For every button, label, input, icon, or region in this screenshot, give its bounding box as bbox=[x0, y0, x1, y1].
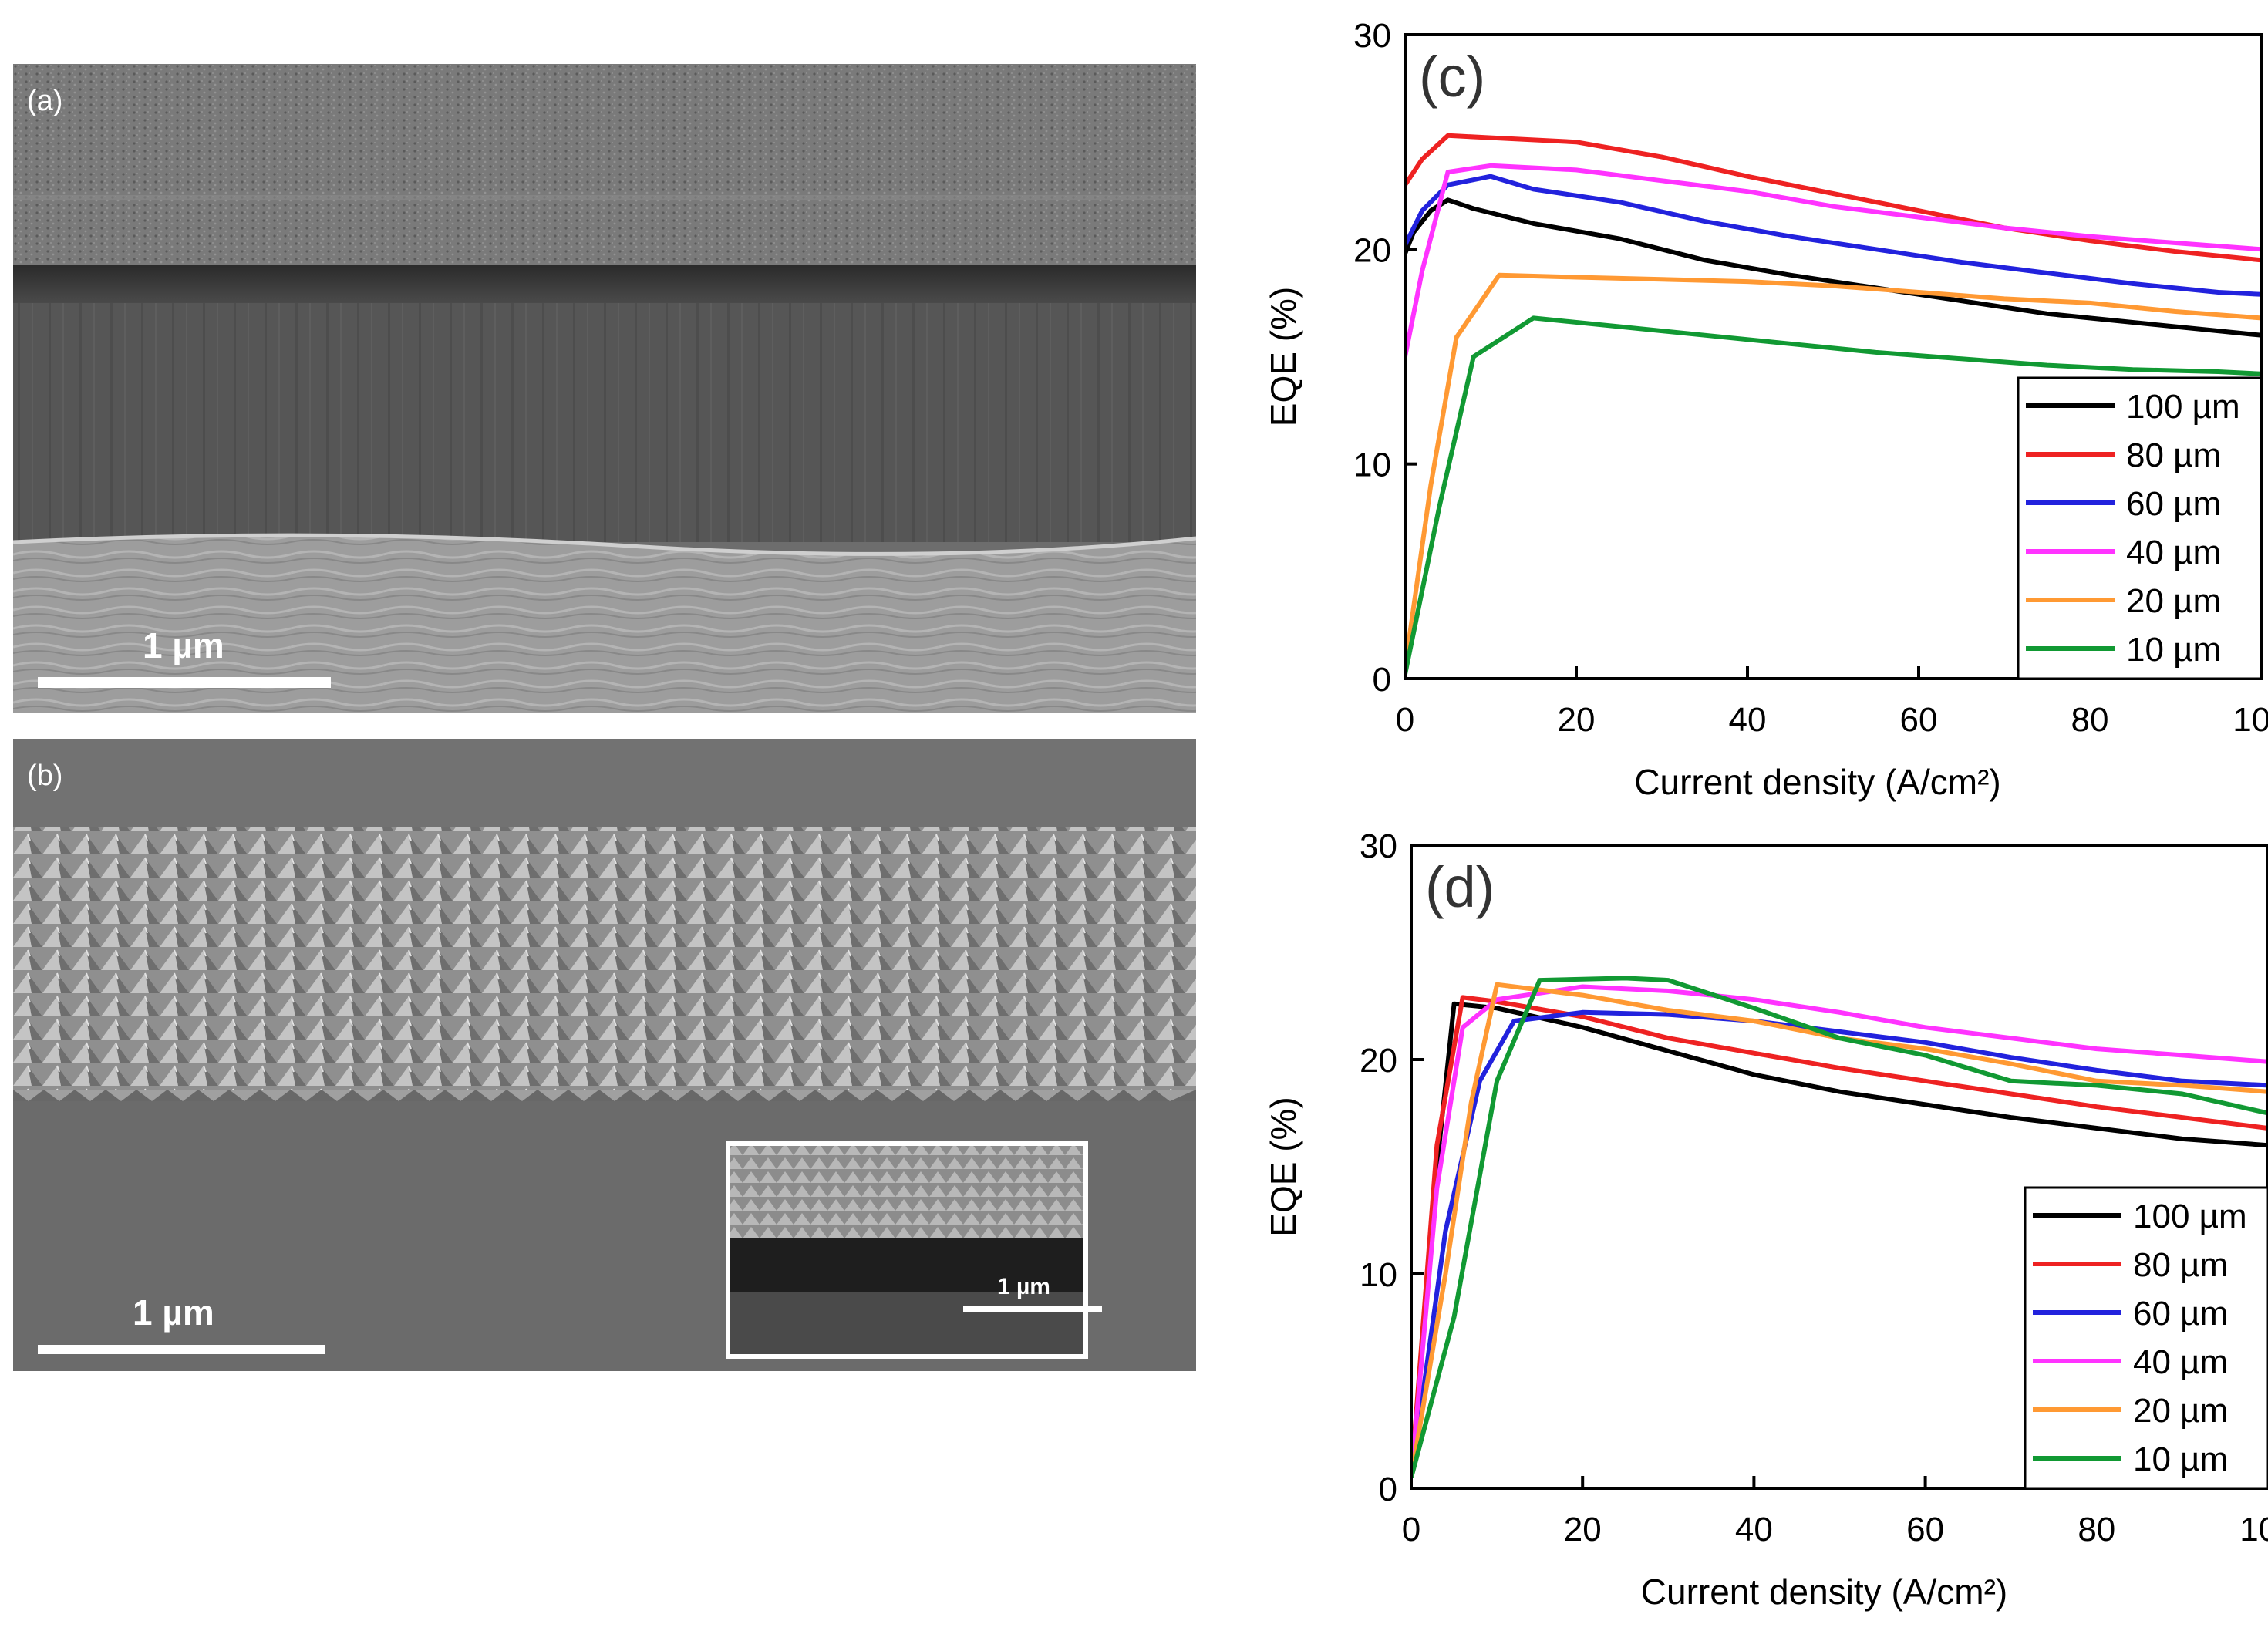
chart-c-y-tick-label: 0 bbox=[1373, 661, 1391, 699]
chart-c-x-tick-label: 80 bbox=[2071, 701, 2109, 739]
chart-c-legend-label-0: 100 µm bbox=[2126, 388, 2240, 426]
chart-c-y-tick-label: 10 bbox=[1353, 446, 1391, 484]
chart-c-legend-label-1: 80 µm bbox=[2126, 436, 2221, 474]
chart-d-x-axis-label: Current density (A/cm²) bbox=[1641, 1572, 2007, 1612]
chart-c-y-tick-label: 30 bbox=[1353, 17, 1391, 55]
chart-c-x-tick-label: 0 bbox=[1396, 701, 1414, 739]
chart-d-plot-frame bbox=[1410, 844, 2268, 1490]
chart-d-y-axis-label: EQE (%) bbox=[1263, 1097, 1303, 1236]
chart-c-legend-label-2: 60 µm bbox=[2126, 485, 2221, 523]
scale-bar-label-b: 1 µm bbox=[133, 1292, 214, 1333]
chart-d-x-tick-label: 0 bbox=[1402, 1511, 1420, 1548]
chart-d-y-tick-label: 10 bbox=[1360, 1256, 1397, 1294]
chart-c-legend-label-4: 20 µm bbox=[2126, 582, 2221, 620]
chart-c-plot-frame bbox=[1404, 33, 2263, 680]
chart-d-x-tick-label: 20 bbox=[1564, 1511, 1602, 1548]
chart-c-series-line-1 bbox=[1405, 133, 2261, 263]
chart-c-legend-box bbox=[2017, 376, 2263, 680]
chart-c-series-line-5 bbox=[1405, 315, 2261, 676]
chart-c: 0 20 40 60 80 100 0 10 20 30 Current density (A/cm… bbox=[1234, 0, 2268, 817]
chart-d-legend-box bbox=[2024, 1186, 2268, 1490]
chart-d-legend-label-0: 100 µm bbox=[2133, 1198, 2247, 1235]
chart-d-series-line-5 bbox=[1411, 976, 2268, 1478]
chart-c-series-line-2 bbox=[1405, 174, 2261, 297]
chart-c-legend-label-3: 40 µm bbox=[2126, 534, 2221, 571]
chart-d-series-line-3 bbox=[1411, 984, 2268, 1478]
chart-d-legend-label-1: 80 µm bbox=[2133, 1246, 2228, 1284]
chart-d-y-tick-label: 20 bbox=[1360, 1042, 1397, 1080]
chart-d-y-tick-label: 30 bbox=[1360, 827, 1397, 865]
chart-d-x-tick-label: 60 bbox=[1906, 1511, 1944, 1548]
chart-d-legend-label-2: 60 µm bbox=[2133, 1295, 2228, 1333]
chart-c-x-tick-label: 20 bbox=[1558, 701, 1596, 739]
inset-scale-bar-label: 1 µm bbox=[997, 1274, 1050, 1299]
chart-c-series-line-3 bbox=[1405, 163, 2261, 358]
panel-label-a: (a) bbox=[27, 85, 62, 117]
chart-c-x-tick-label: 100 bbox=[2233, 701, 2268, 739]
chart-c-series-line-0 bbox=[1405, 197, 2261, 338]
chart-c-svg: 0 20 40 60 80 100 0 10 20 30 Current density (A/cm… bbox=[1263, 17, 2268, 802]
sem-image-a: 1 µm (a) bbox=[13, 64, 1196, 713]
chart-d-series-line-4 bbox=[1411, 982, 2268, 1478]
chart-d-x-tick-label: 100 bbox=[2239, 1511, 2268, 1548]
chart-c-y-tick-label: 20 bbox=[1353, 231, 1391, 269]
chart-d-panel-label: (d) bbox=[1425, 855, 1495, 919]
chart-c-y-axis-label: EQE (%) bbox=[1263, 287, 1303, 426]
chart-d-x-tick-label: 80 bbox=[2078, 1511, 2115, 1548]
chart-c-legend-label-5: 10 µm bbox=[2126, 631, 2221, 669]
sem-inset: 1 µm bbox=[726, 1141, 1102, 1359]
chart-d-legend-label-3: 40 µm bbox=[2133, 1343, 2228, 1381]
chart-d-legend-label-4: 20 µm bbox=[2133, 1392, 2228, 1430]
chart-c-x-tick-label: 60 bbox=[1900, 701, 1938, 739]
sem-image-a-graphic: 1 µm (a) bbox=[13, 64, 1196, 713]
panel-label-b: (b) bbox=[27, 760, 62, 792]
chart-d: 0 20 40 60 80 100 0 10 20 30 Current density (A/cm… bbox=[1234, 817, 2268, 1641]
scale-bar-label-a: 1 µm bbox=[143, 625, 224, 665]
chart-d-y-tick-label: 0 bbox=[1379, 1471, 1397, 1508]
chart-d-series-line-0 bbox=[1411, 1001, 2268, 1478]
chart-c-x-tick-label: 40 bbox=[1729, 701, 1767, 739]
sem-image-b: 1 µm 1 µm (b) bbox=[13, 739, 1196, 1371]
sem-image-b-graphic: 1 µm 1 µm (b) bbox=[13, 739, 1196, 1371]
chart-d-svg: 0 20 40 60 80 100 0 10 20 30 Current density (A/cm… bbox=[1263, 827, 2268, 1612]
chart-c-panel-label: (c) bbox=[1419, 45, 1485, 109]
chart-d-x-tick-label: 40 bbox=[1735, 1511, 1773, 1548]
chart-c-series-line-4 bbox=[1405, 272, 2261, 669]
chart-d-series-line-1 bbox=[1411, 995, 2268, 1478]
chart-c-x-axis-label: Current density (A/cm²) bbox=[1634, 762, 2000, 802]
chart-d-legend-label-5: 10 µm bbox=[2133, 1441, 2228, 1478]
